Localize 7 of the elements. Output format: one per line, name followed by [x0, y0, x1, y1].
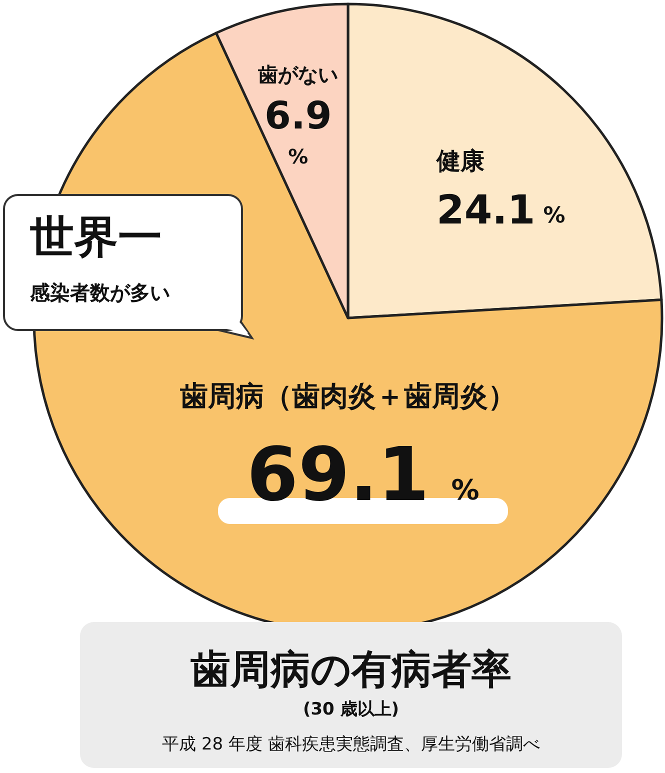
data-label: 69.1% — [246, 432, 480, 518]
data-label: 24.1% — [436, 187, 566, 234]
slice-label: 歯がない — [257, 62, 338, 86]
slice-label: 健康 — [436, 146, 485, 175]
data-label: 6.9% — [264, 93, 332, 168]
slice-label: 歯周病（歯肉炎＋歯周炎） — [179, 380, 516, 413]
caption-box: 歯周病の有病者率 (30 歳以上) 平成 28 年度 歯科疾患実態調査、厚生労働省調べ — [80, 622, 622, 768]
